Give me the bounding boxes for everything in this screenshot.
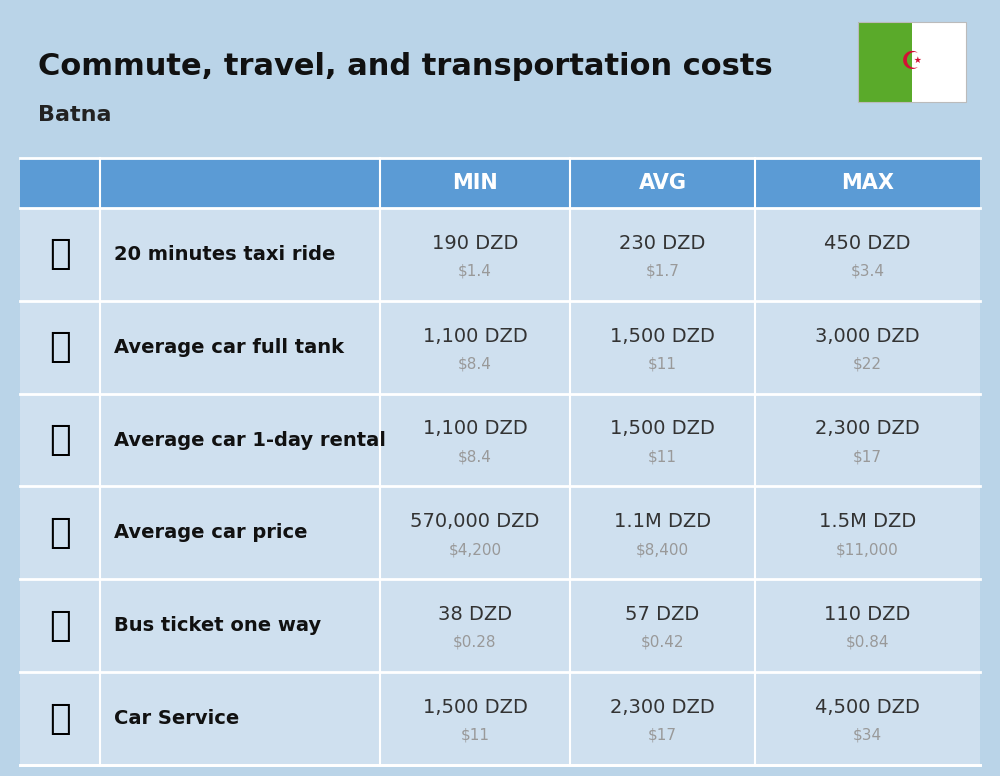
Text: $0.84: $0.84	[846, 635, 889, 650]
Text: Car Service: Car Service	[114, 709, 239, 728]
Text: Average car 1-day rental: Average car 1-day rental	[114, 431, 386, 449]
Text: 110 DZD: 110 DZD	[824, 605, 911, 624]
Text: 230 DZD: 230 DZD	[619, 234, 706, 253]
Text: $4,200: $4,200	[448, 542, 502, 557]
Text: 20 minutes taxi ride: 20 minutes taxi ride	[114, 245, 335, 264]
Text: 🚗: 🚗	[49, 516, 71, 550]
Text: $8,400: $8,400	[636, 542, 689, 557]
Text: 1,500 DZD: 1,500 DZD	[610, 327, 715, 345]
Text: ☪: ☪	[901, 50, 923, 74]
Bar	[20, 208, 980, 301]
Text: Average car full tank: Average car full tank	[114, 338, 344, 357]
Text: $11: $11	[648, 449, 677, 464]
Text: 4,500 DZD: 4,500 DZD	[815, 698, 920, 717]
Text: $11,000: $11,000	[836, 542, 899, 557]
Bar	[858, 22, 912, 102]
Text: 1,100 DZD: 1,100 DZD	[423, 420, 527, 438]
Text: Commute, travel, and transportation costs: Commute, travel, and transportation cost…	[38, 52, 773, 81]
Text: ⛽: ⛽	[49, 331, 71, 364]
Bar	[20, 580, 980, 672]
Text: $8.4: $8.4	[458, 449, 492, 464]
Text: 38 DZD: 38 DZD	[438, 605, 512, 624]
Text: $0.42: $0.42	[641, 635, 684, 650]
Text: 1,500 DZD: 1,500 DZD	[610, 420, 715, 438]
Text: MAX: MAX	[841, 173, 894, 193]
Text: Average car price: Average car price	[114, 524, 308, 542]
Bar	[20, 393, 980, 487]
Text: $8.4: $8.4	[458, 356, 492, 372]
Bar	[858, 22, 966, 102]
Bar	[20, 158, 980, 208]
Text: 1.5M DZD: 1.5M DZD	[819, 512, 916, 532]
Text: $1.7: $1.7	[646, 264, 679, 279]
Text: 1.1M DZD: 1.1M DZD	[614, 512, 711, 532]
Text: $0.28: $0.28	[453, 635, 497, 650]
Text: $17: $17	[853, 449, 882, 464]
Text: $11: $11	[648, 356, 677, 372]
Text: $11: $11	[460, 728, 490, 743]
Text: 🚙: 🚙	[49, 423, 71, 457]
Text: $1.4: $1.4	[458, 264, 492, 279]
Text: $3.4: $3.4	[850, 264, 885, 279]
Text: 2,300 DZD: 2,300 DZD	[610, 698, 715, 717]
Bar	[858, 22, 966, 102]
Text: 450 DZD: 450 DZD	[824, 234, 911, 253]
Bar	[20, 487, 980, 580]
Text: Bus ticket one way: Bus ticket one way	[114, 616, 321, 636]
Text: 2,300 DZD: 2,300 DZD	[815, 420, 920, 438]
Text: 57 DZD: 57 DZD	[625, 605, 700, 624]
Text: Batna: Batna	[38, 105, 112, 125]
Text: 1,500 DZD: 1,500 DZD	[423, 698, 527, 717]
Text: 570,000 DZD: 570,000 DZD	[410, 512, 540, 532]
Text: 3,000 DZD: 3,000 DZD	[815, 327, 920, 345]
Bar	[20, 301, 980, 393]
Text: 🚌: 🚌	[49, 608, 71, 643]
Text: $17: $17	[648, 728, 677, 743]
Text: AVG: AVG	[639, 173, 686, 193]
Text: 190 DZD: 190 DZD	[432, 234, 518, 253]
Text: MIN: MIN	[452, 173, 498, 193]
Text: 1,100 DZD: 1,100 DZD	[423, 327, 527, 345]
Text: $22: $22	[853, 356, 882, 372]
Text: 🚕: 🚕	[49, 237, 71, 272]
Bar	[20, 672, 980, 765]
Text: $34: $34	[853, 728, 882, 743]
Text: 🔧: 🔧	[49, 702, 71, 736]
